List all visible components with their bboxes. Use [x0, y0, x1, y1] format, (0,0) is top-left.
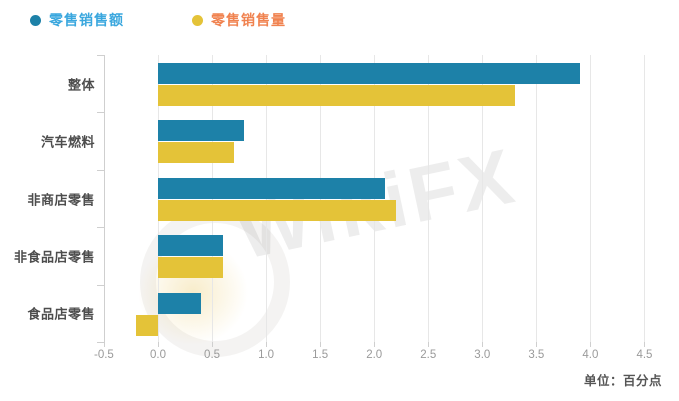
x-axis-tick-label: 2.5	[420, 349, 437, 361]
y-axis-tick	[96, 169, 104, 171]
legend-label-series1: 零售销售额	[49, 12, 124, 28]
bar-series1-cat1	[158, 120, 245, 142]
x-axis-tick	[320, 342, 322, 347]
bar-series2-cat0	[158, 85, 515, 106]
y-axis-tick	[96, 342, 104, 343]
legend-item-retail-sales-volume: 零售销售量	[192, 10, 286, 30]
unit-note: 单位：百分点	[583, 374, 662, 388]
x-axis-tick	[536, 342, 538, 347]
category-label: 非商店零售	[27, 192, 95, 207]
x-axis-tick	[374, 342, 376, 347]
x-axis-tick-label: 0.0	[150, 349, 166, 361]
x-axis-tick-label: 3.0	[474, 349, 491, 361]
y-axis-tick	[96, 227, 104, 229]
y-axis-tick	[96, 112, 104, 114]
x-axis-tick	[103, 342, 105, 347]
x-gridline	[644, 55, 646, 342]
x-gridline	[536, 55, 538, 342]
category-label: 非食品店零售	[13, 249, 95, 265]
x-axis-tick	[266, 342, 268, 347]
x-axis-tick	[644, 342, 646, 347]
x-axis-tick	[428, 342, 430, 347]
x-gridline	[428, 55, 430, 342]
y-axis-line	[103, 55, 105, 342]
bar-series1-cat3	[158, 235, 223, 257]
bar-series1-cat2	[158, 177, 385, 199]
legend-label-series2: 零售销售量	[211, 12, 286, 28]
x-axis-tick-label: 1.0	[258, 349, 275, 361]
x-axis-tick	[158, 342, 159, 347]
x-axis-tick-label: -0.5	[94, 349, 114, 361]
x-axis-tick-label: 1.5	[312, 349, 329, 361]
x-gridline	[590, 55, 592, 342]
x-axis-tick	[590, 342, 592, 347]
x-axis-tick-label: 4.5	[636, 349, 653, 361]
bar-series2-cat2	[158, 199, 396, 221]
category-label: 食品店零售	[27, 306, 95, 322]
x-axis-tick-label: 4.0	[582, 349, 599, 361]
category-label: 汽车燃料	[40, 134, 95, 150]
y-axis-tick	[96, 284, 104, 286]
x-axis-tick-label: 2.0	[366, 349, 383, 361]
legend-marker-series1	[30, 14, 41, 26]
bar-series1-cat0	[158, 63, 580, 84]
x-axis-tick	[482, 342, 484, 347]
bar-series2-cat4	[136, 314, 158, 336]
category-label: 整体	[67, 77, 95, 93]
legend-marker-series2	[192, 14, 203, 26]
legend-item-retail-sales-value: 零售销售额	[30, 10, 124, 30]
y-axis-tick	[96, 55, 104, 56]
bar-series2-cat3	[158, 257, 223, 279]
bar-series1-cat4	[158, 292, 202, 314]
x-gridline	[482, 55, 484, 342]
bar-series2-cat1	[158, 142, 234, 164]
x-axis-tick	[212, 342, 214, 347]
x-axis-tick-label: 3.5	[528, 349, 545, 361]
x-axis-tick-label: 0.5	[204, 349, 221, 361]
